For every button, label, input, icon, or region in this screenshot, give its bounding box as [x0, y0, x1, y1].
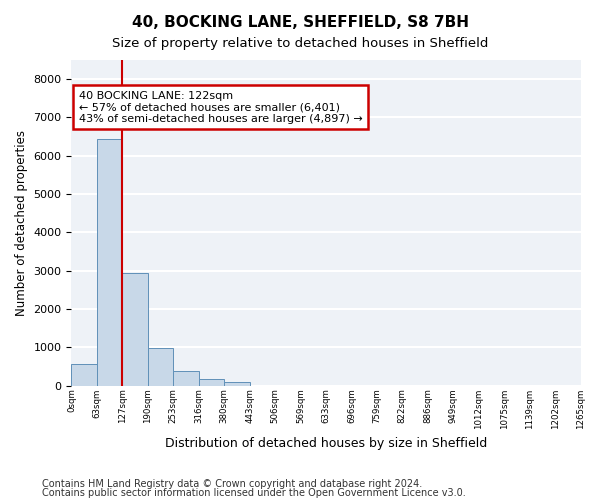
- Bar: [148, 348, 173, 386]
- Bar: [97, 140, 122, 386]
- Text: Size of property relative to detached houses in Sheffield: Size of property relative to detached ho…: [112, 38, 488, 51]
- Bar: [71, 364, 97, 386]
- Text: 40, BOCKING LANE, SHEFFIELD, S8 7BH: 40, BOCKING LANE, SHEFFIELD, S8 7BH: [131, 15, 469, 30]
- Text: Contains HM Land Registry data © Crown copyright and database right 2024.: Contains HM Land Registry data © Crown c…: [42, 479, 422, 489]
- Bar: [224, 382, 250, 386]
- Text: Contains public sector information licensed under the Open Government Licence v3: Contains public sector information licen…: [42, 488, 466, 498]
- Bar: [199, 379, 224, 386]
- Text: 40 BOCKING LANE: 122sqm
← 57% of detached houses are smaller (6,401)
43% of semi: 40 BOCKING LANE: 122sqm ← 57% of detache…: [79, 90, 363, 124]
- Bar: [173, 372, 199, 386]
- Y-axis label: Number of detached properties: Number of detached properties: [15, 130, 28, 316]
- Bar: [122, 274, 148, 386]
- X-axis label: Distribution of detached houses by size in Sheffield: Distribution of detached houses by size …: [165, 437, 487, 450]
